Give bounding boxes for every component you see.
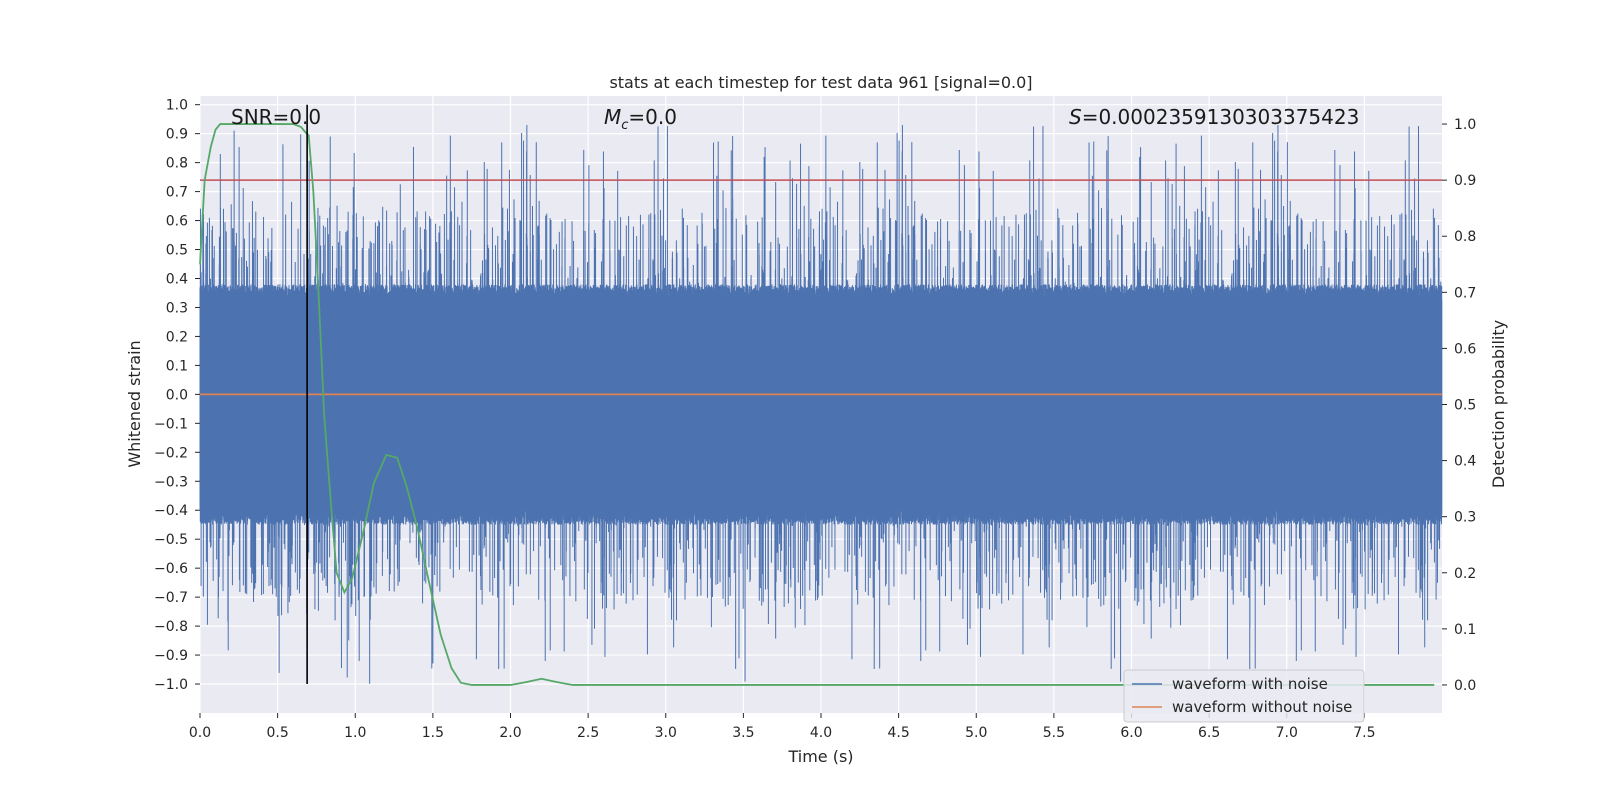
left-tick-label-5: −0.5 <box>154 532 188 548</box>
left-tick-label-11: 0.1 <box>166 358 188 374</box>
noise-waveform-series <box>199 125 1443 684</box>
legend-box <box>1123 669 1365 723</box>
x-tick-label-12: 6.0 <box>1120 725 1142 741</box>
right-tick-label-8: 0.8 <box>1454 229 1476 245</box>
left-tick-label-18: 0.8 <box>166 156 188 172</box>
left-tick-label-4: −0.6 <box>154 561 188 577</box>
snr-annotation: SNR=0.0 <box>231 105 321 129</box>
chirp-mass-subscript: c <box>621 118 628 133</box>
left-tick-label-13: 0.3 <box>166 300 188 316</box>
left-axis-label: Whitened strain <box>125 340 144 467</box>
left-tick-label-9: −0.1 <box>154 416 188 432</box>
x-tick-label-10: 5.0 <box>965 725 987 741</box>
s-annotation: S=0.0002359130303375423 <box>1069 105 1359 129</box>
left-tick-label-0: −1.0 <box>154 677 188 693</box>
x-tick-label-2: 1.0 <box>344 725 366 741</box>
left-tick-label-12: 0.2 <box>166 329 188 345</box>
left-tick-label-1: −0.9 <box>154 648 188 664</box>
legend: waveform with noise waveform without noi… <box>1123 669 1365 723</box>
s-value: =0.0002359130303375423 <box>1082 105 1360 129</box>
left-tick-label-15: 0.5 <box>166 243 188 259</box>
right-tick-label-10: 1.0 <box>1454 117 1476 133</box>
x-axis-ticks: 0.0 0.5 1.0 1.5 2.0 2.5 3.0 3.5 4.0 4.5 5.0 5.5 6.0 6… <box>189 713 1376 741</box>
x-axis-label: Time (s) <box>787 747 853 766</box>
x-tick-label-3: 1.5 <box>422 725 444 741</box>
left-tick-label-8: −0.2 <box>154 445 188 461</box>
x-tick-label-13: 6.5 <box>1198 725 1220 741</box>
legend-label-clean: waveform without noise <box>1172 698 1352 716</box>
x-tick-label-14: 7.0 <box>1276 725 1298 741</box>
chirp-mass-symbol: M <box>604 105 621 129</box>
left-tick-label-6: −0.4 <box>154 503 188 519</box>
left-tick-label-3: −0.7 <box>154 590 188 606</box>
left-axis-ticks: −1.0 −0.9 −0.8 −0.7 −0.6 −0.5 −0.4 −0.3 −0.2 −0.1… <box>154 98 200 693</box>
detection-probability-line <box>199 123 1435 686</box>
x-tick-label-8: 4.0 <box>810 725 832 741</box>
right-tick-label-4: 0.4 <box>1454 454 1476 470</box>
left-tick-label-14: 0.4 <box>166 271 188 287</box>
s-symbol: S <box>1069 105 1082 129</box>
left-tick-label-7: −0.3 <box>154 474 188 490</box>
x-tick-label-5: 2.5 <box>577 725 599 741</box>
x-tick-label-7: 3.5 <box>732 725 754 741</box>
chart-title: stats at each timestep for test data 961… <box>609 73 1032 92</box>
right-axis-ticks: 0.0 0.1 0.2 0.3 0.4 0.5 0.6 0.7 0.8 0.9 1.0 <box>1442 117 1476 694</box>
x-tick-label-6: 3.0 <box>655 725 677 741</box>
x-tick-label-11: 5.5 <box>1043 725 1065 741</box>
left-tick-label-17: 0.7 <box>166 185 188 201</box>
legend-label-noise: waveform with noise <box>1172 675 1328 693</box>
left-tick-label-10: 0.0 <box>166 387 188 403</box>
x-tick-label-15: 7.5 <box>1353 725 1375 741</box>
right-tick-label-1: 0.1 <box>1454 622 1476 638</box>
right-tick-label-9: 0.9 <box>1454 173 1476 189</box>
left-tick-label-19: 0.9 <box>166 127 188 143</box>
right-tick-label-0: 0.0 <box>1454 678 1476 694</box>
noise-waveform-path <box>199 125 1443 684</box>
chirp-mass-annotation: Mc=0.0 <box>604 105 677 133</box>
right-tick-label-6: 0.6 <box>1454 341 1476 357</box>
x-tick-label-0: 0.0 <box>189 725 211 741</box>
left-tick-label-20: 1.0 <box>166 98 188 114</box>
right-tick-label-3: 0.3 <box>1454 510 1476 526</box>
right-tick-label-5: 0.5 <box>1454 398 1476 414</box>
right-axis-label: Detection probability <box>1489 320 1508 488</box>
x-tick-label-1: 0.5 <box>266 725 288 741</box>
right-tick-label-2: 0.2 <box>1454 566 1476 582</box>
left-tick-label-16: 0.6 <box>166 214 188 230</box>
x-tick-label-4: 2.0 <box>499 725 521 741</box>
left-tick-label-2: −0.8 <box>154 619 188 635</box>
x-tick-label-9: 4.5 <box>887 725 909 741</box>
right-tick-label-7: 0.7 <box>1454 285 1476 301</box>
line-series <box>199 104 1442 686</box>
chirp-mass-value: =0.0 <box>628 105 677 129</box>
